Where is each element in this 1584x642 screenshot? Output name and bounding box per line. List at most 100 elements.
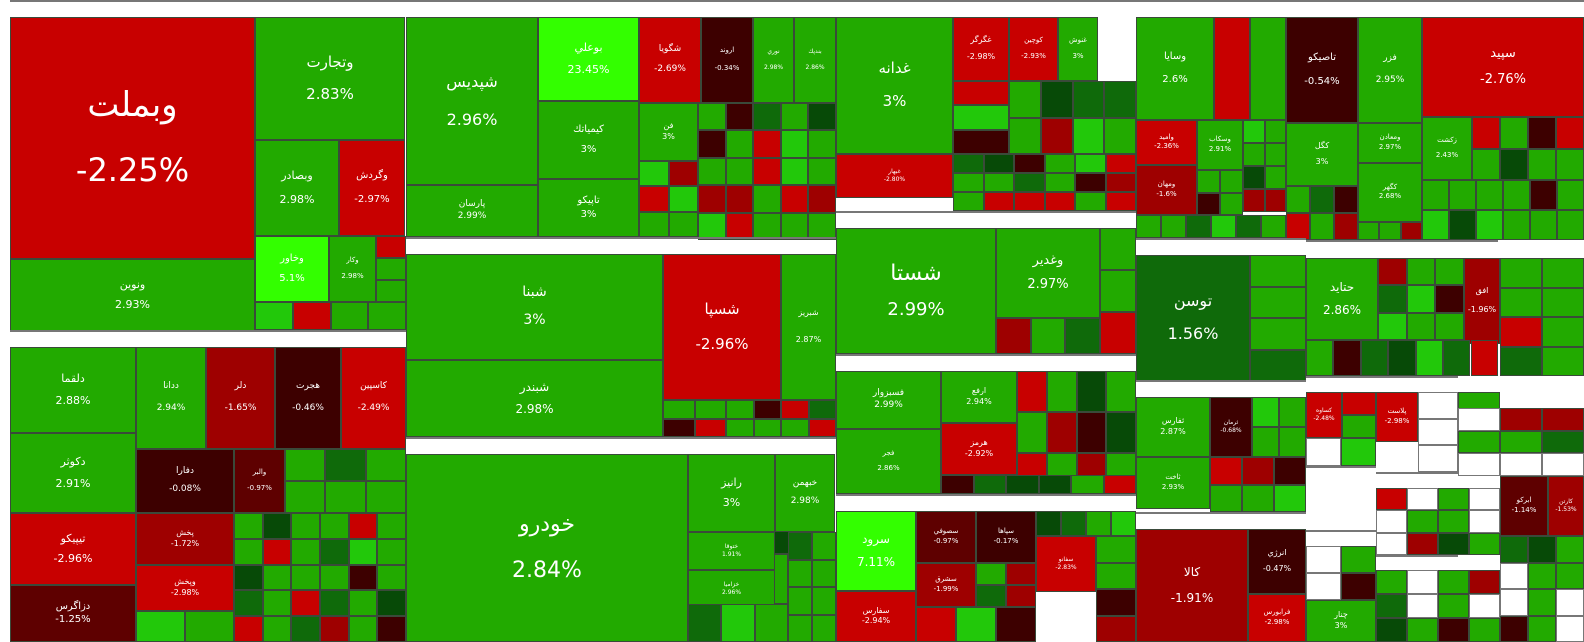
stock-tile[interactable]: دزاگرس -1.25% [10,585,136,642]
stock-tile-small[interactable] [1306,438,1341,466]
stock-tile-small[interactable] [1500,430,1542,454]
stock-tile-small[interactable] [1407,532,1438,555]
stock-tile-small[interactable] [1243,189,1265,212]
stock-tile-small[interactable] [348,590,378,617]
sector-header[interactable] [836,354,1136,356]
stock-tile-small[interactable] [1006,563,1036,585]
stock-tile-small[interactable] [262,616,292,642]
sector-header[interactable] [1286,0,1422,2]
stock-tile-small[interactable] [1458,453,1500,476]
stock-tile-small[interactable] [725,157,754,186]
stock-tile-small[interactable] [1009,81,1041,118]
stock-tile-small[interactable] [1333,340,1361,376]
stock-tile-small[interactable] [808,185,836,213]
stock-tile-small[interactable] [1264,189,1286,212]
stock-tile-small[interactable] [1065,318,1100,354]
stock-tile-small[interactable] [1438,510,1469,533]
stock-tile-small[interactable] [1443,340,1471,376]
stock-tile-small[interactable] [1407,594,1438,618]
stock-tile-small[interactable] [996,318,1031,354]
stock-tile-small[interactable] [1075,173,1106,192]
stock-tile-small[interactable] [1341,573,1376,600]
stock-tile-small[interactable] [953,129,1009,154]
stock-tile-small[interactable] [1071,475,1104,494]
stock-tile-small[interactable] [1342,415,1376,438]
stock-tile-small[interactable] [1438,570,1469,594]
stock-tile-small[interactable] [1472,117,1500,149]
stock-tile-small[interactable] [291,616,320,642]
stock-tile-small[interactable] [788,614,812,642]
stock-tile[interactable]: وسايا 2.6% [1136,17,1214,120]
stock-tile[interactable]: چنار 3% [1306,600,1376,642]
stock-tile-small[interactable] [808,400,836,419]
stock-tile-small[interactable] [1500,562,1528,589]
stock-tile-small[interactable] [320,513,349,539]
stock-tile-small[interactable] [1376,532,1407,555]
stock-tile-small[interactable] [1197,170,1220,193]
stock-tile-small[interactable] [1236,215,1261,238]
stock-tile-small[interactable] [1378,285,1407,313]
stock-tile-small[interactable] [1376,618,1407,642]
stock-tile-small[interactable] [976,585,1006,607]
stock-tile[interactable]: فرابورس -2.98% [1248,594,1306,642]
stock-tile[interactable]: بوعلي 23.45% [538,17,639,101]
stock-tile-small[interactable] [377,513,406,539]
stock-tile[interactable]: زكشت 2.43% [1422,117,1472,180]
stock-tile-small[interactable] [1046,371,1077,412]
stock-tile[interactable]: دفارا -0.08% [136,449,234,513]
sector-header[interactable] [1376,472,1458,474]
stock-tile-small[interactable] [1014,173,1045,192]
stock-tile-small[interactable] [1528,589,1556,616]
stock-tile-small[interactable] [1542,258,1584,288]
stock-tile-small[interactable] [348,538,378,565]
sector-header[interactable] [1136,380,1306,382]
stock-tile-small[interactable] [1044,192,1075,211]
stock-tile-small[interactable] [1388,340,1416,376]
stock-tile-small[interactable] [1186,215,1211,238]
stock-tile-small[interactable] [1264,143,1286,166]
stock-tile[interactable]: غگرگر -2.98% [953,17,1009,81]
stock-tile-small[interactable] [1210,484,1242,512]
stock-tile[interactable]: سفانو -2.83% [1036,536,1096,592]
stock-tile-small[interactable] [1503,180,1530,210]
stock-tile-small[interactable] [639,186,669,212]
stock-tile-small[interactable] [780,130,809,158]
stock-tile-small[interactable] [1422,180,1449,210]
stock-tile-small[interactable] [1017,371,1047,412]
stock-tile-small[interactable] [292,302,331,330]
stock-tile-small[interactable] [1105,192,1136,211]
stock-tile[interactable]: شگويا -2.69% [639,17,701,103]
stock-tile-small[interactable] [1500,258,1542,288]
stock-tile-small[interactable] [953,154,984,173]
sector-header[interactable] [10,330,406,332]
stock-tile[interactable]: ددانا 2.94% [136,347,206,449]
stock-tile-small[interactable] [780,212,809,240]
stock-tile[interactable]: فسبزوار 2.99% [836,371,941,429]
sector-header[interactable] [1136,0,1286,2]
stock-tile-small[interactable] [320,616,349,642]
stock-tile[interactable]: ثفارس 2.87% [1136,397,1210,457]
stock-tile[interactable]: ومعادن 2.97% [1358,123,1422,163]
sector-header[interactable] [836,0,1136,2]
stock-tile-small[interactable] [365,481,406,513]
stock-tile-small[interactable] [916,607,956,642]
stock-tile-small[interactable] [1435,285,1464,313]
stock-tile-small[interactable] [1528,562,1556,589]
stock-tile-small[interactable] [668,161,698,187]
stock-tile-small[interactable] [1310,213,1334,240]
stock-tile[interactable]: وپخش -2.98% [136,565,234,611]
stock-tile[interactable]: سپيد -2.76% [1422,17,1584,117]
stock-tile-small[interactable] [1542,287,1584,317]
stock-tile-small[interactable] [1438,618,1469,642]
stock-tile-small[interactable] [1096,589,1136,616]
stock-tile-small[interactable] [1104,81,1137,118]
stock-tile-small[interactable] [1360,340,1389,376]
sector-header[interactable] [1306,466,1376,468]
stock-tile-small[interactable] [1274,484,1306,512]
stock-tile-small[interactable] [781,400,809,419]
stock-tile-small[interactable] [1040,81,1073,118]
sector-header[interactable] [1136,238,1306,240]
sector-header[interactable] [836,211,1136,213]
stock-tile[interactable]: دلقما 2.88% [10,347,136,433]
stock-tile[interactable]: وسكاب 2.91% [1197,120,1243,170]
